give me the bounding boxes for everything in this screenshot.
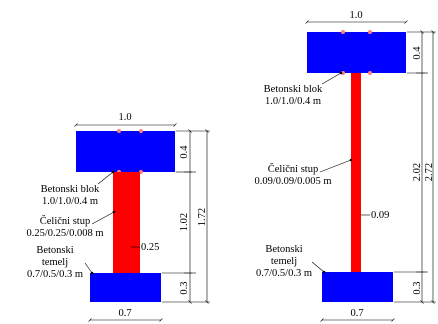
left-footing-height-value: 0.3 [179, 281, 190, 294]
left-column-width-value: 0.25 [141, 242, 159, 253]
left-column-height-value: 1.02 [179, 213, 190, 231]
left-total-height-value: 1.72 [197, 208, 208, 226]
left-footing-label-line3: 0.7/0.5/0.3 m [27, 269, 83, 280]
left-footing-label-line2: temelj [42, 257, 68, 268]
right-footing-label-line1: Betonski [265, 244, 302, 255]
right-block-height-value: 0.4 [412, 46, 423, 60]
right-concrete-footing [322, 272, 393, 302]
left-footing-label-line1: Betonski [36, 245, 73, 256]
left-column-label-line1: Čelični stup [40, 215, 90, 227]
left-bottom-width-value: 0.7 [118, 308, 131, 319]
left-block-height-value: 0.4 [179, 145, 190, 159]
right-column-label-line1: Čelični stup [268, 163, 318, 175]
right-concrete-block [307, 32, 406, 73]
right-footing-label-line3: 0.7/0.5/0.3 m [256, 268, 312, 279]
left-block-label-line1: Betonski blok [41, 184, 100, 195]
left-concrete-footing [90, 273, 161, 302]
right-footing-height-value: 0.3 [412, 281, 423, 294]
left-column-label-line2: 0.25/0.25/0.008 m [26, 228, 103, 239]
left-block-label: Betonski blok 1.0/1.0/0.4 m [41, 170, 115, 207]
right-block-markers [341, 30, 372, 75]
right-column-label: Čelični stup 0.09/0.09/0.005 m [254, 158, 353, 187]
right-block-label-line1: Betonski blok [264, 84, 323, 95]
right-footing-label: Betonski temelj 0.7/0.5/0.3 m [256, 244, 326, 279]
right-column-label-line2: 0.09/0.09/0.005 m [254, 176, 331, 187]
right-block-label: Betonski blok 1.0/1.0/0.4 m [264, 71, 343, 107]
left-footing-label: Betonski temelj 0.7/0.5/0.3 m [27, 245, 94, 280]
right-bottom-width-value: 0.7 [350, 308, 363, 319]
left-steel-column [113, 172, 140, 273]
left-block-label-line2: 1.0/1.0/0.4 m [42, 196, 98, 207]
right-footing-label-line2: temelj [271, 256, 297, 267]
left-top-width-value: 1.0 [118, 112, 131, 123]
right-column-width-value: 0.09 [371, 210, 389, 221]
right-steel-column [351, 73, 361, 272]
left-model: 1.0 0.7 0.4 1.02 0.3 1.72 0.25 [26, 112, 210, 322]
left-column-label: Čelični stup 0.25/0.25/0.008 m [26, 210, 116, 239]
right-model: 1.0 0.7 0.4 2.02 0.3 2.72 0.09 [254, 10, 436, 322]
right-column-height-value: 2.02 [412, 163, 423, 181]
left-concrete-block [76, 131, 175, 172]
right-top-width-value: 1.0 [349, 10, 362, 21]
right-block-label-line2: 1.0/1.0/0.4 m [265, 96, 321, 107]
right-total-height-value: 2.72 [424, 163, 435, 181]
